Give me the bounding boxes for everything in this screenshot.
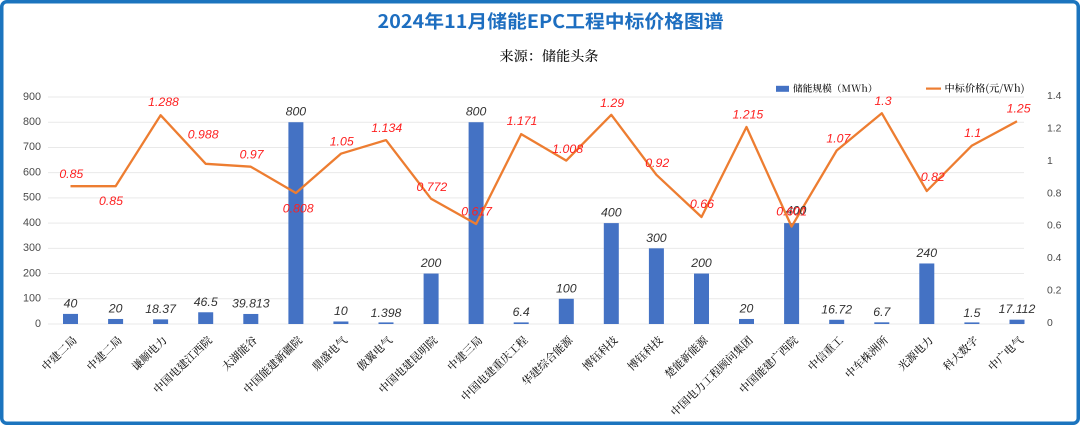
svg-text:100: 100 (23, 293, 41, 305)
svg-text:0.85: 0.85 (59, 167, 83, 181)
svg-text:500: 500 (23, 192, 41, 204)
svg-text:0.82: 0.82 (921, 170, 945, 184)
svg-text:0.988: 0.988 (188, 127, 219, 141)
svg-text:17.112: 17.112 (999, 302, 1036, 316)
svg-text:800: 800 (286, 105, 307, 119)
svg-text:20: 20 (739, 302, 754, 316)
svg-text:0: 0 (1047, 318, 1053, 329)
svg-text:240: 240 (916, 246, 938, 260)
svg-text:0.2: 0.2 (1047, 286, 1062, 297)
svg-text:18.37: 18.37 (145, 302, 177, 316)
svg-text:1.29: 1.29 (600, 96, 624, 110)
svg-text:1.215: 1.215 (733, 108, 764, 122)
svg-text:400: 400 (23, 217, 41, 229)
svg-text:0.92: 0.92 (645, 156, 669, 170)
svg-text:1.134: 1.134 (371, 121, 402, 135)
svg-text:800: 800 (466, 105, 487, 119)
svg-text:1.1: 1.1 (964, 126, 981, 140)
svg-text:6.7: 6.7 (873, 305, 891, 319)
svg-text:0.772: 0.772 (417, 180, 448, 194)
svg-text:0.6: 0.6 (1047, 221, 1062, 232)
svg-text:1.07: 1.07 (826, 131, 851, 145)
svg-text:0.4: 0.4 (1047, 253, 1062, 264)
svg-text:100: 100 (556, 281, 577, 295)
svg-text:1.398: 1.398 (371, 306, 402, 320)
svg-text:1.05: 1.05 (330, 135, 354, 149)
svg-text:0.85: 0.85 (99, 194, 123, 208)
svg-text:0.8: 0.8 (1047, 188, 1062, 199)
svg-text:1.3: 1.3 (874, 94, 891, 108)
svg-text:0.66: 0.66 (690, 197, 714, 211)
svg-text:10: 10 (334, 304, 348, 318)
svg-text:400: 400 (601, 206, 622, 220)
svg-text:200: 200 (690, 256, 712, 270)
svg-text:0.601: 0.601 (776, 205, 807, 219)
svg-text:1.2: 1.2 (1047, 123, 1062, 134)
svg-text:600: 600 (23, 167, 41, 179)
svg-text:1.008: 1.008 (552, 142, 583, 156)
svg-text:800: 800 (23, 116, 41, 128)
svg-text:39.813: 39.813 (232, 297, 270, 311)
svg-text:46.5: 46.5 (194, 295, 218, 309)
svg-text:6.4: 6.4 (513, 305, 530, 319)
svg-text:0.617: 0.617 (461, 204, 493, 218)
svg-text:16.72: 16.72 (821, 302, 852, 316)
svg-text:1.4: 1.4 (1047, 91, 1062, 102)
svg-text:1: 1 (1047, 156, 1053, 167)
svg-text:300: 300 (646, 231, 667, 245)
svg-text:0: 0 (35, 318, 41, 330)
svg-text:1.171: 1.171 (507, 114, 538, 128)
svg-text:200: 200 (23, 267, 41, 279)
svg-text:300: 300 (23, 242, 41, 254)
svg-text:0.97: 0.97 (240, 148, 265, 162)
svg-text:1.288: 1.288 (148, 95, 179, 109)
svg-text:400: 400 (786, 204, 807, 218)
svg-text:1.25: 1.25 (1007, 102, 1031, 116)
svg-text:700: 700 (23, 141, 41, 153)
svg-text:20: 20 (108, 302, 123, 316)
svg-text:40: 40 (64, 296, 78, 310)
svg-text:200: 200 (420, 256, 442, 270)
svg-text:900: 900 (23, 91, 41, 103)
svg-text:1.5: 1.5 (963, 306, 980, 320)
svg-text:0.808: 0.808 (283, 202, 314, 216)
